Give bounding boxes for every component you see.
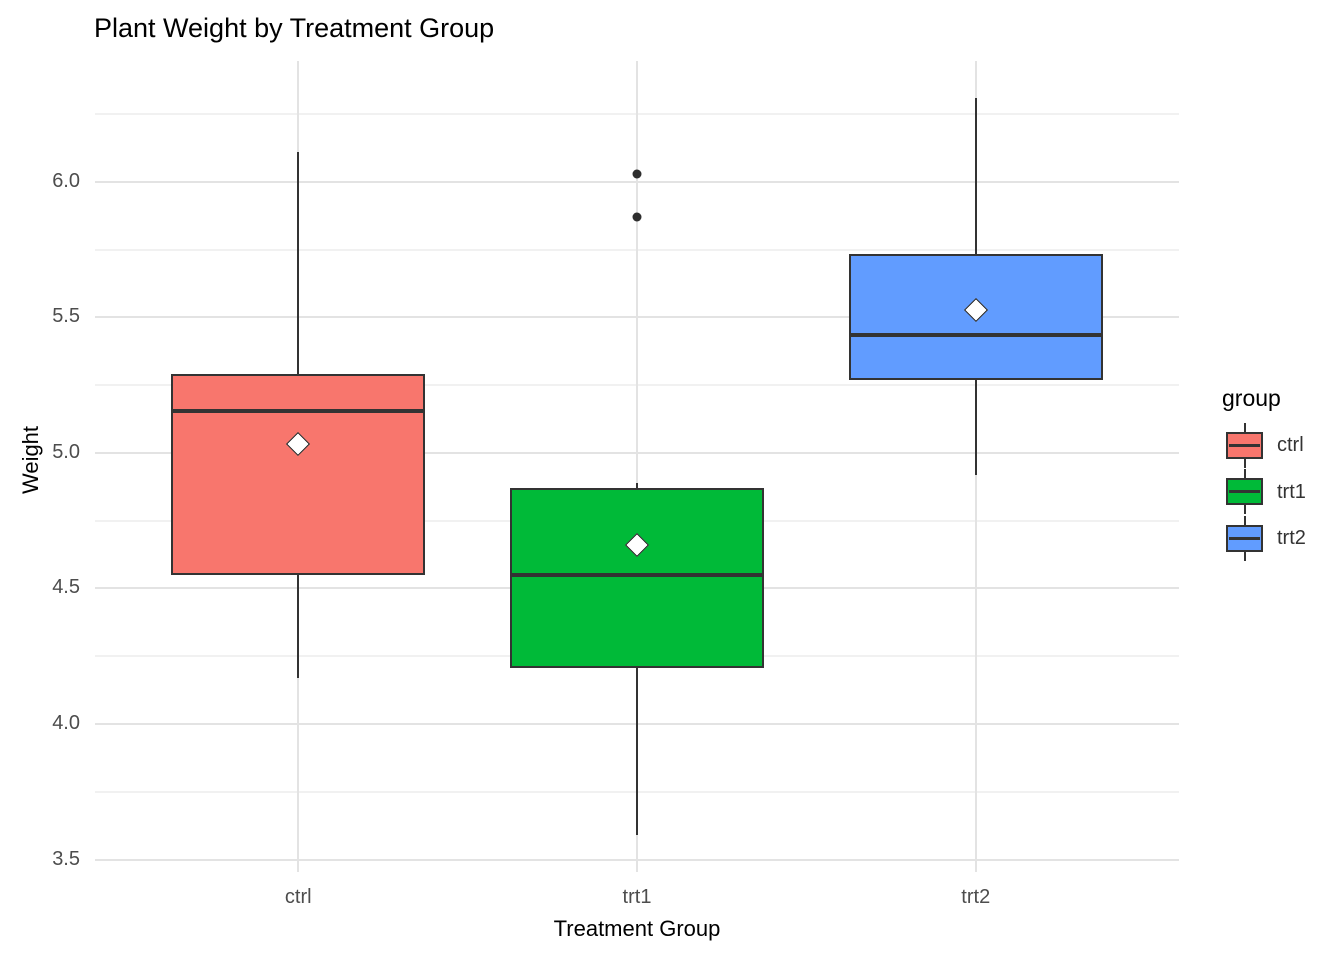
median-line-ctrl <box>173 408 424 413</box>
y-tick-label: 4.0 <box>52 712 80 734</box>
legend-label-trt2: trt2 <box>1277 527 1306 549</box>
whisker-lower-ctrl <box>297 574 300 678</box>
legend-label-ctrl: ctrl <box>1277 434 1304 456</box>
x-tick-label-trt1: trt1 <box>622 886 652 908</box>
whisker-lower-trt1 <box>636 667 638 836</box>
legend-key-median-trt2 <box>1229 536 1260 540</box>
y-tick-label: 5.5 <box>52 305 80 328</box>
median-line-trt1 <box>512 572 762 577</box>
median-line-trt2 <box>850 333 1101 338</box>
y-tick-label: 5.0 <box>52 440 80 463</box>
whisker-upper-trt2 <box>974 97 977 254</box>
whisker-lower-trt2 <box>974 380 977 475</box>
boxplot-box-ctrl <box>171 373 426 575</box>
legend-label-trt1: trt1 <box>1277 480 1306 503</box>
x-tick-label-trt2: trt2 <box>961 886 991 908</box>
outlier-point-trt1 <box>632 212 642 222</box>
y-tick-label: 6.0 <box>52 169 80 192</box>
y-tick-label: 3.5 <box>52 847 80 870</box>
x-tick-label-ctrl: ctrl <box>284 886 312 908</box>
y-tick-label: 4.5 <box>52 576 80 599</box>
legend-key-median-trt1 <box>1229 490 1260 493</box>
outlier-point-trt1 <box>632 169 642 179</box>
x-axis-title: Treatment Group <box>553 916 721 941</box>
whisker-upper-trt1 <box>636 482 638 489</box>
boxplot-box-trt1 <box>510 488 764 668</box>
whisker-upper-ctrl <box>297 152 300 374</box>
y-axis-title: Weight <box>18 425 43 495</box>
legend-title: group <box>1222 385 1281 411</box>
legend-key-median-ctrl <box>1229 443 1260 447</box>
chart-title: Plant Weight by Treatment Group <box>94 13 495 43</box>
x-gridline-major-trt1 <box>636 61 638 872</box>
